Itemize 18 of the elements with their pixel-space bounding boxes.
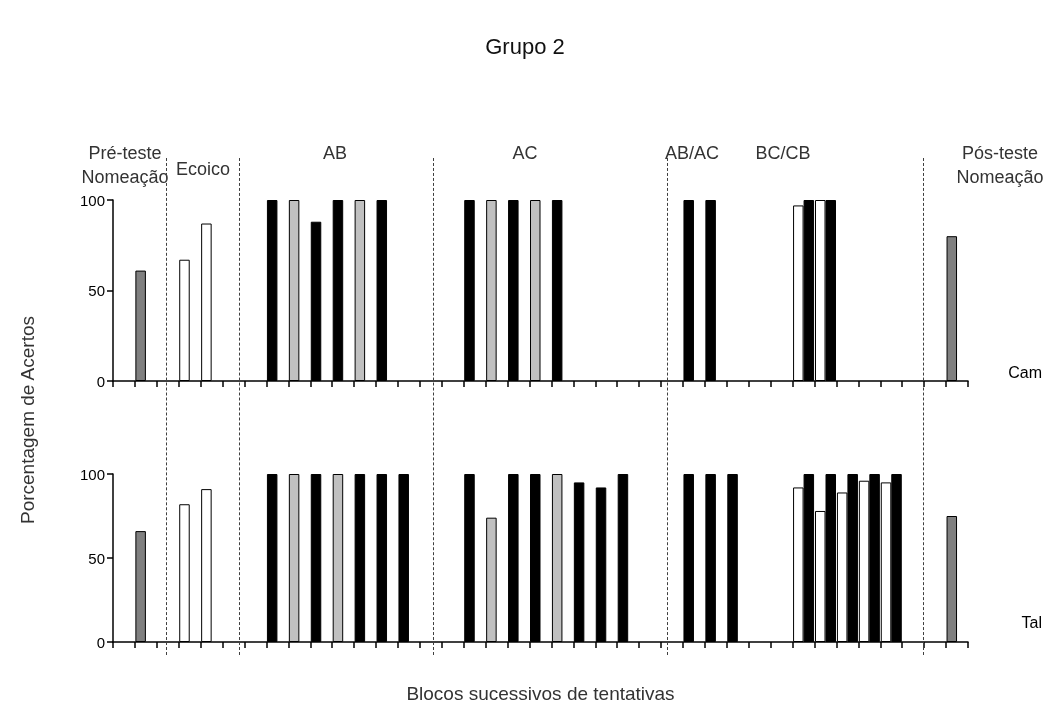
text: Cam [1008, 363, 1042, 381]
text: Tal [1021, 613, 1042, 631]
chart-title: Grupo 2 [485, 33, 565, 59]
text: Pós-teste Nomeação [956, 143, 1044, 187]
y-axis-title: Porcentagem de Acertos [17, 315, 39, 525]
text: AC [512, 143, 538, 163]
y-tick-label: 0 [96, 633, 105, 651]
y-tick-label: 100 [79, 191, 105, 209]
y-tick-label: 0 [96, 372, 105, 390]
y-tick-label: 100 [79, 465, 105, 483]
text: AB/AC [664, 143, 720, 163]
text: Ecoico [175, 159, 231, 179]
text: AB [322, 143, 348, 163]
y-tick-label: 50 [88, 282, 105, 299]
text: Pré-teste Nomeação [81, 143, 169, 187]
x-axis-title: Blocos sucessivos de tentativas [406, 683, 675, 704]
y-tick-label: 50 [88, 549, 105, 567]
text: BC/CB [755, 143, 811, 163]
